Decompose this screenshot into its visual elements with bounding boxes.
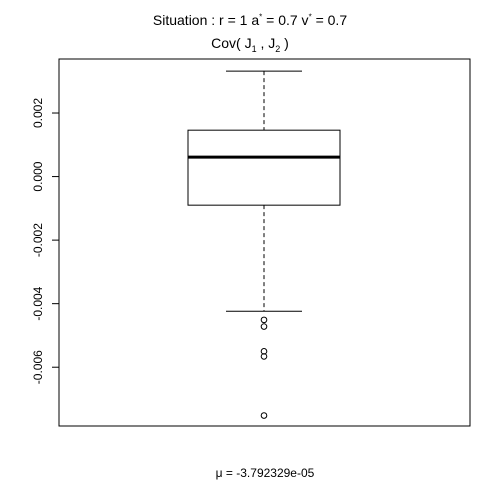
outliers-group — [261, 317, 267, 418]
box-group — [188, 71, 340, 311]
y-tick-label: -0.004 — [31, 286, 45, 320]
y-tick-label: 0.000 — [31, 161, 45, 191]
outlier-point — [261, 324, 267, 330]
x-axis-label: μ = -3.792329e-05 — [0, 466, 500, 480]
y-axis: -0.006 -0.004 -0.002 0.000 0.002 — [31, 98, 59, 385]
y-tick-label: -0.006 — [31, 350, 45, 384]
y-tick-label: 0.002 — [31, 98, 45, 128]
outlier-point — [261, 317, 267, 323]
y-tick-label: -0.002 — [31, 223, 45, 257]
outlier-point — [261, 413, 267, 419]
iqr-box — [188, 130, 340, 205]
